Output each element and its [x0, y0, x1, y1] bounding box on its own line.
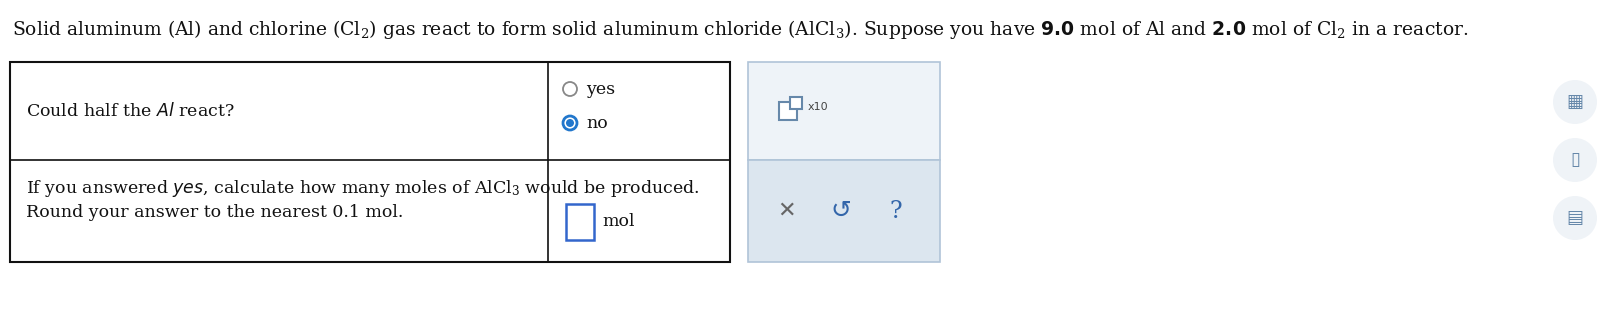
Text: ↺: ↺: [831, 199, 852, 223]
Circle shape: [563, 82, 577, 96]
Bar: [780, 102, 797, 120]
Text: ▦: ▦: [1567, 93, 1583, 111]
Circle shape: [563, 116, 577, 130]
Text: no: no: [585, 115, 608, 132]
Text: yes: yes: [585, 81, 614, 98]
Text: x10: x10: [808, 102, 829, 112]
Text: If you answered $\it{yes}$, calculate how many moles of $\mathregular{AlCl_3}$ w: If you answered $\it{yes}$, calculate ho…: [26, 178, 699, 199]
Bar: [791, 97, 802, 109]
Bar: [747, 62, 940, 160]
Text: Could half the $\mathit{Al}$ react?: Could half the $\mathit{Al}$ react?: [26, 102, 234, 120]
Circle shape: [1553, 138, 1598, 182]
Bar: [747, 160, 940, 262]
Text: ✕: ✕: [776, 201, 796, 221]
Text: ▯: ▯: [1570, 151, 1580, 169]
Circle shape: [566, 119, 574, 127]
Circle shape: [1553, 80, 1598, 124]
Text: Round your answer to the nearest 0.1 mol.: Round your answer to the nearest 0.1 mol…: [26, 204, 403, 221]
Text: ▤: ▤: [1567, 209, 1583, 227]
Text: Solid aluminum $\mathregular{(Al)}$ and chlorine $\mathregular{(Cl_2)}$ gas reac: Solid aluminum $\mathregular{(Al)}$ and …: [11, 18, 1468, 41]
Bar: [566, 204, 593, 240]
Bar: [10, 62, 730, 262]
Circle shape: [1553, 196, 1598, 240]
Text: ?: ?: [890, 199, 903, 222]
Text: mol: mol: [602, 213, 635, 230]
